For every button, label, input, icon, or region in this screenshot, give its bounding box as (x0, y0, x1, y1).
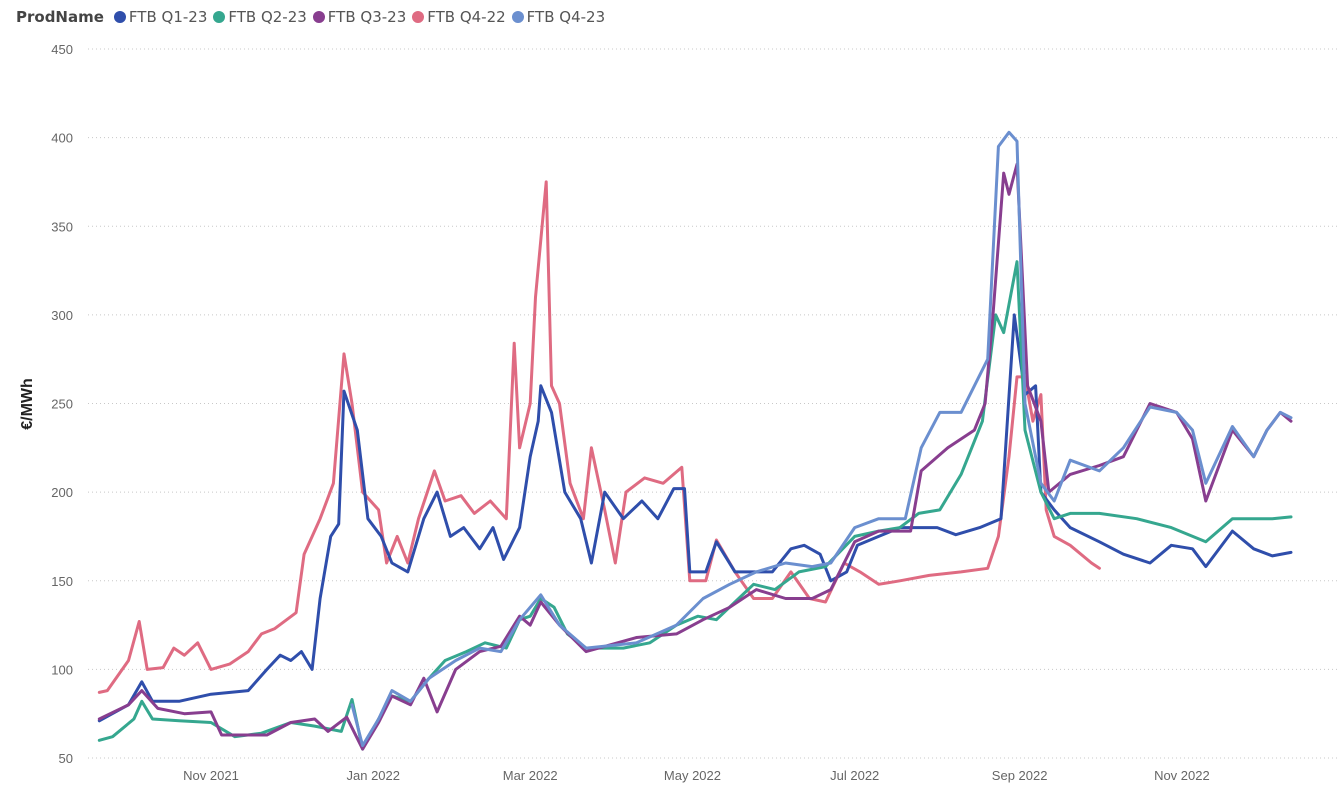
x-tick-label: Jul 2022 (830, 768, 879, 783)
y-axis-label: €/MWh (19, 378, 36, 430)
y-tick-label: 350 (51, 219, 73, 234)
legend-dot-icon (113, 11, 126, 23)
legend-label: FTB Q3-23 (327, 8, 407, 26)
y-tick-label: 200 (51, 485, 73, 500)
legend: ProdName FTB Q1-23 FTB Q2-23 FTB Q3-23 F… (16, 8, 611, 26)
series-lines (97, 130, 1293, 751)
legend-title: ProdName (16, 8, 104, 26)
x-tick-label: Sep 2022 (992, 768, 1048, 783)
legend-label: FTB Q4-22 (427, 8, 506, 26)
x-tick-label: Mar 2022 (503, 768, 558, 783)
legend-item-q4-23[interactable]: FTB Q4-23 (511, 8, 606, 26)
legend-item-q4-22[interactable]: FTB Q4-22 (412, 8, 506, 26)
y-tick-label: 250 (51, 397, 73, 412)
y-tick-label: 100 (51, 662, 73, 677)
y-axis: 50 100 150 200 250 300 350 400 450 (51, 42, 73, 766)
x-tick-label: May 2022 (664, 768, 721, 783)
y-tick-label: 300 (51, 308, 73, 323)
legend-label: FTB Q4-23 (526, 8, 606, 26)
legend-item-q2-23[interactable]: FTB Q2-23 (213, 8, 307, 26)
legend-dot-icon (213, 11, 226, 23)
legend-label: FTB Q2-23 (228, 8, 307, 26)
legend-dot-icon (511, 11, 524, 23)
legend-label: FTB Q1-23 (128, 8, 208, 26)
legend-dot-icon (412, 11, 425, 23)
series-line-ftb-q4-22[interactable] (97, 180, 1101, 694)
legend-item-q3-23[interactable]: FTB Q3-23 (312, 8, 407, 26)
y-tick-label: 150 (51, 574, 73, 589)
y-tick-label: 450 (51, 42, 73, 57)
y-tick-label: 400 (51, 131, 73, 146)
x-tick-label: Jan 2022 (347, 768, 401, 783)
series-line-ftb-q1-23[interactable] (97, 313, 1293, 723)
series-line-ftb-q4-23[interactable] (350, 130, 1293, 748)
x-tick-label: Nov 2021 (183, 768, 239, 783)
series-line-ftb-q2-23[interactable] (97, 260, 1293, 751)
y-tick-label: 50 (59, 751, 73, 766)
legend-item-q1-23[interactable]: FTB Q1-23 (113, 8, 208, 26)
x-tick-label: Nov 2022 (1154, 768, 1210, 783)
series-line-ftb-q3-23[interactable] (97, 162, 1293, 751)
gridlines (88, 48, 1337, 759)
x-axis: Nov 2021 Jan 2022 Mar 2022 May 2022 Jul 2022… (183, 768, 1210, 783)
legend-dot-icon (312, 11, 325, 23)
